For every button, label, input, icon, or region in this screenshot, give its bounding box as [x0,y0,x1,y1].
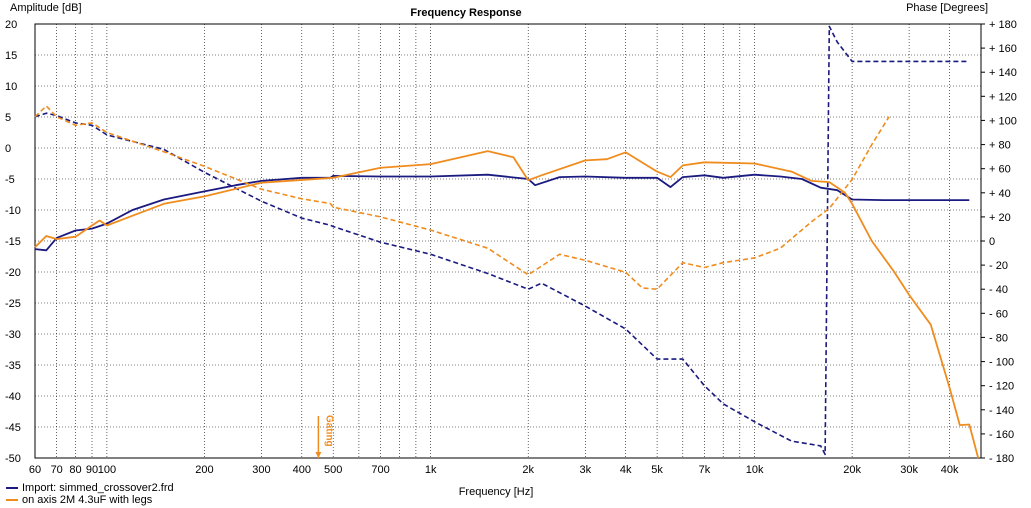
legend-swatch-on-axis [6,499,18,501]
x-tick-label: 30k [900,464,918,476]
y-tick-label: 20 [5,19,17,31]
series-group [34,25,980,459]
y-tick-label: -15 [5,236,21,248]
y2-tick-label: - 120 [989,381,1014,393]
gating-label: Gating [323,415,334,447]
y-tick-label: -5 [5,174,15,186]
x-tick-label: 200 [195,464,213,476]
x-tick-label: 100 [98,464,116,476]
legend-item-on-axis: on axis 2M 4.3uF with legs [6,494,152,506]
y-tick-label: -25 [5,298,21,310]
x-tick-label: 1k [425,464,437,476]
y2-tick-label: - 20 [989,260,1008,272]
y2-tick-label: + 60 [989,164,1011,176]
y2-tick-label: - 180 [989,453,1014,465]
x-tick-label: 90 [86,464,98,476]
gating-marker [315,452,322,458]
legend-label-on-axis: on axis 2M 4.3uF with legs [22,494,153,506]
y2-tick-label: 0 [989,236,995,248]
x-tick-label: 300 [252,464,270,476]
y2-tick-label: + 160 [989,43,1017,55]
x-tick-label: 500 [324,464,342,476]
y2-tick-label: - 60 [989,308,1008,320]
y2-tick-label: + 20 [989,212,1011,224]
x-tick-label: 20k [843,464,861,476]
chart-title: Frequency Response [410,7,521,19]
gating-annotation: Gating [315,415,334,458]
y-tick-label: -35 [5,360,21,372]
y2-tick-label: - 160 [989,429,1014,441]
x-tick-label: 10k [746,464,764,476]
plot-area [34,23,982,459]
y2-tick-label: + 180 [989,19,1017,31]
series-line-0 [34,173,970,252]
y-tick-label: -20 [5,267,21,279]
x-tick-label: 60 [29,464,41,476]
y2-axis-label: Phase [Degrees] [906,2,988,14]
y2-tick-label: + 120 [989,91,1017,103]
y2-tick-label: - 40 [989,284,1008,296]
x-tick-label: 5k [651,464,663,476]
y-tick-label: 10 [5,81,17,93]
y-tick-label: -50 [5,453,21,465]
x-tick-label: 400 [293,464,311,476]
y-tick-label: -45 [5,422,21,434]
y-tick-label: 5 [5,112,11,124]
x-tick-label: 700 [371,464,389,476]
y-tick-label: 0 [5,143,11,155]
x-tick-label: 2k [522,464,534,476]
y2-tick-label: + 40 [989,188,1011,200]
series-line-2 [34,150,980,459]
x-tick-label: 7k [699,464,711,476]
y2-tick-label: + 100 [989,115,1017,127]
y2-tick-label: - 100 [989,357,1014,369]
x-tick-label: 80 [69,464,81,476]
y-tick-label: 15 [5,50,17,62]
tick-labels: 20 15 10 5 0 -5 -10 -15 -20 -25 -30 -35 -40 -45 -50 + 1… [5,19,1017,476]
x-tick-label: 4k [620,464,632,476]
y2-tick-label: - 140 [989,405,1014,417]
x-tick-label: 40k [941,464,959,476]
legend-swatch-import [6,487,18,489]
y-tick-label: -40 [5,391,21,403]
series-line-1 [34,25,970,456]
legend-label-import: Import: simmed_crossover2.frd [22,482,174,494]
y-tick-label: -10 [5,205,21,217]
y2-tick-label: + 140 [989,67,1017,79]
y-axis-label: Amplitude [dB] [10,2,82,14]
x-tick-label: 70 [51,464,63,476]
y2-tick-label: + 80 [989,140,1011,152]
legend-item-import: Import: simmed_crossover2.frd [6,482,174,494]
x-axis-label: Frequency [Hz] [459,486,534,498]
grid [35,24,981,458]
x-tick-label: 3k [579,464,591,476]
y-tick-label: -30 [5,329,21,341]
y2-tick-label: - 80 [989,332,1008,344]
